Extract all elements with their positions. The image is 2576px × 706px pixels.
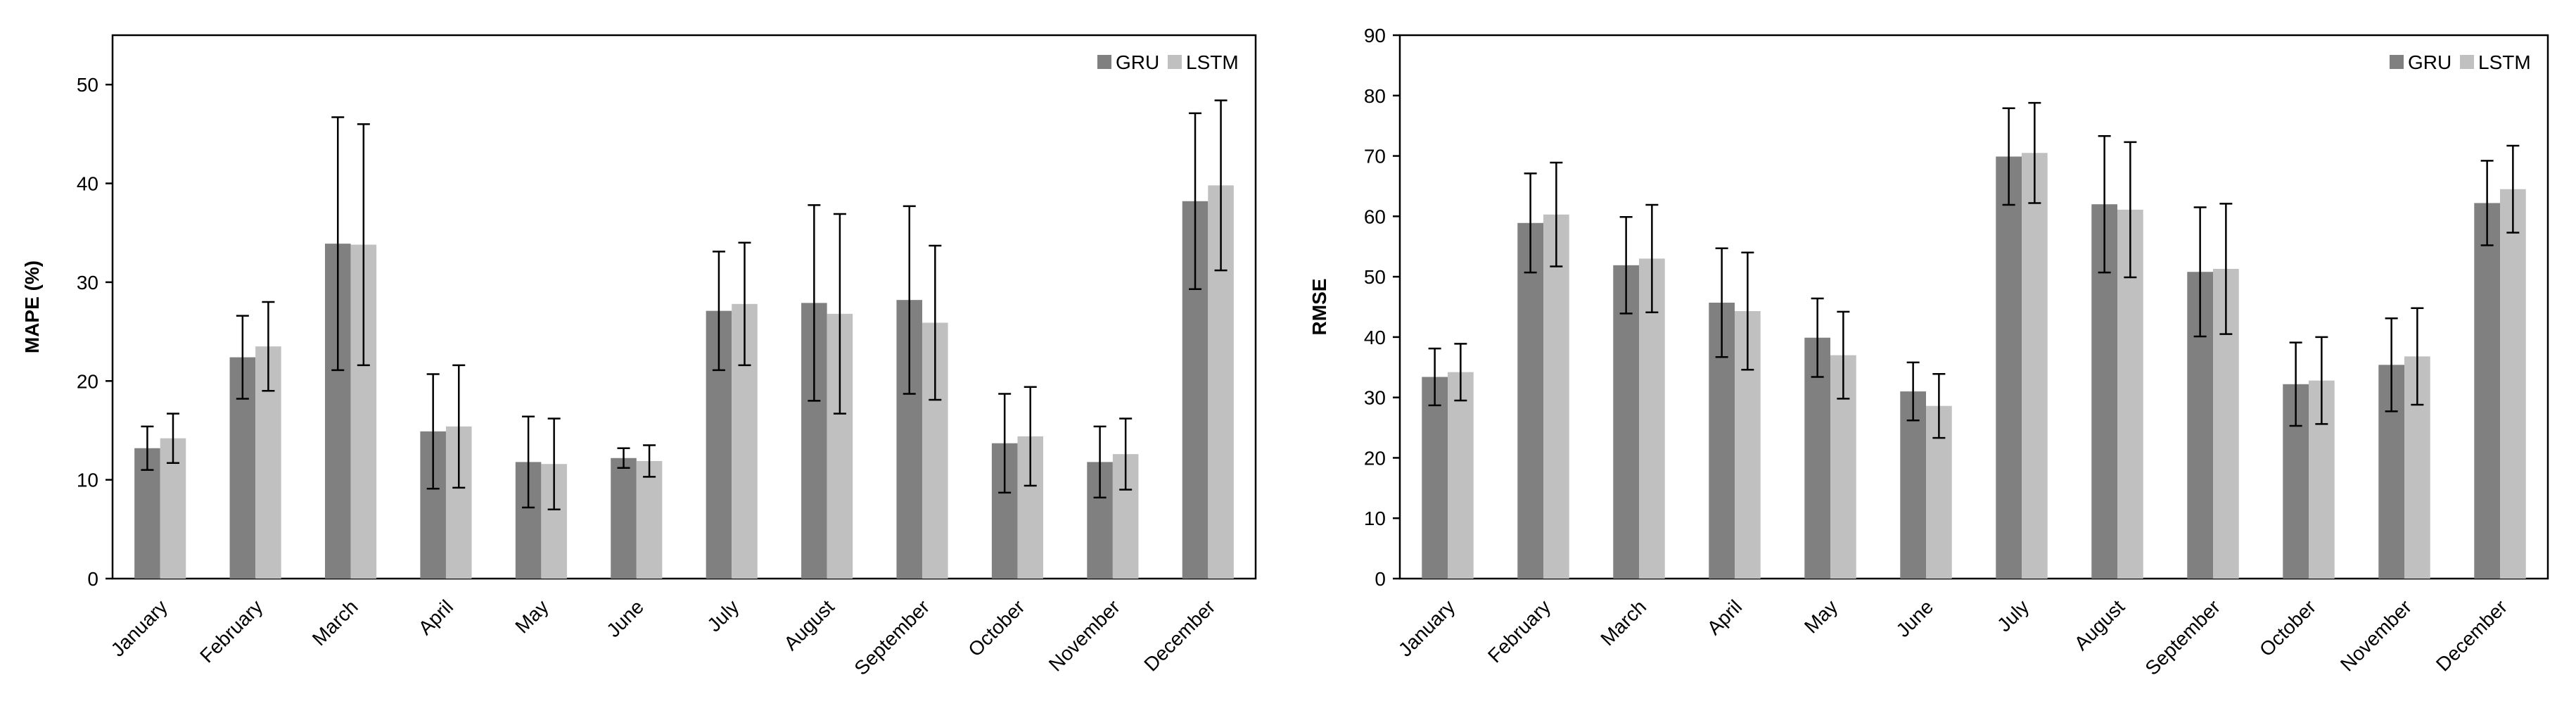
bar-gru-january [1422,377,1448,579]
y-tick-label: 0 [1375,568,1386,590]
x-tick-label: February [1484,595,1555,667]
y-tick-label: 40 [77,173,98,195]
x-tick-label: August [779,595,839,655]
x-tick-label: December [1140,595,1219,675]
bar-gru-december [2474,203,2500,579]
x-tick-label: November [1045,595,1124,675]
x-tick-label: July [1993,595,2033,636]
chart-1: 0 10 20 30 40 50 MAPE (%) January February March A… [21,34,1257,679]
chart-2: 0 10 20 30 40 50 60 70 80 90 RMSE January February Ma… [1308,25,2549,679]
y-tick-label: 0 [87,568,98,590]
bar-lstm-july [2022,153,2048,579]
y-axis-label: RMSE [1308,279,1330,336]
y-tick-label: 90 [1364,25,1386,46]
y-tick-label: 70 [1364,146,1386,168]
x-tick-label: February [196,595,267,667]
y-tick-label: 30 [1364,387,1386,409]
x-tick-label: July [703,595,743,636]
x-tick-label: January [107,595,172,660]
plot-frame [1398,34,2549,580]
x-tick-label: June [1892,595,1937,641]
legend-label-gru: GRU [1116,51,1159,73]
bar-gru-june [1900,391,1926,579]
x-tick-label: September [2141,595,2224,679]
bar-gru-february [1517,222,1543,579]
x-tick-label: October [2255,595,2320,660]
y-tick-label: 80 [1364,85,1386,107]
legend-label-gru: GRU [2408,51,2451,73]
x-tick-label: March [308,595,362,650]
x-tick-label: November [2336,595,2416,675]
x-tick-label: March [1596,595,1650,650]
bar-gru-june [611,458,637,579]
y-tick-label: 40 [1364,327,1386,348]
x-tick-label: May [511,595,552,637]
y-tick-label: 60 [1364,206,1386,227]
x-tick-label: May [1800,595,1842,637]
bar-gru-may [1804,337,1830,579]
legend-swatch-lstm [2460,55,2474,69]
bar-lstm-december [2500,189,2526,579]
y-tick-label: 50 [1364,266,1386,288]
x-tick-label: April [414,595,458,639]
legend-swatch-lstm [1168,55,1182,69]
y-tick-label: 10 [77,469,98,491]
bar-gru-july [1996,156,2022,579]
y-tick-label: 50 [77,74,98,96]
x-tick-label: January [1394,595,1459,660]
bar-lstm-june [636,460,663,579]
x-tick-label: April [1703,595,1747,639]
x-tick-label: September [850,595,934,679]
legend-label-lstm: LSTM [1186,51,1239,73]
y-tick-label: 20 [1364,447,1386,469]
plot-frame [111,34,1257,580]
y-axis-label: MAPE (%) [21,260,43,353]
x-tick-label: October [964,595,1028,660]
y-tick-label: 30 [77,272,98,294]
legend-swatch-gru [1097,55,1111,69]
y-tick-label: 20 [77,370,98,392]
y-tick-label: 10 [1364,508,1386,529]
x-tick-label: June [602,595,648,641]
bar-gru-march [1613,265,1639,579]
legend-label-lstm: LSTM [2478,51,2531,73]
bar-lstm-february [1543,214,1569,579]
bar-lstm-january [1448,372,1474,579]
legend-swatch-gru [2390,55,2404,69]
x-tick-label: August [2070,595,2129,655]
x-tick-label: December [2432,595,2511,675]
